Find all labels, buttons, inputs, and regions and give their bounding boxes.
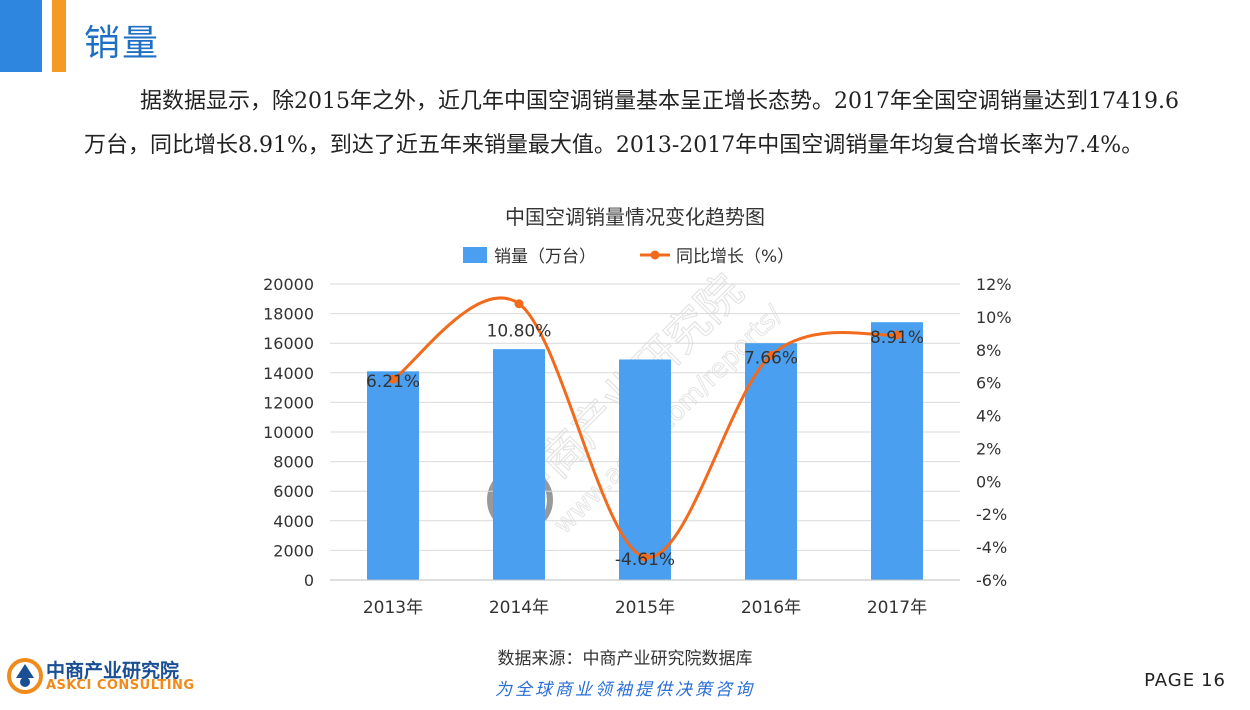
sales-chart: 中商产业研究院www.askci.com/reports/ 中国空调销量情况变化…: [263, 205, 1011, 618]
header-accent-orange: [52, 0, 66, 72]
y-left-tick-label: 12000: [263, 393, 314, 412]
x-tick-label: 2014年: [489, 598, 549, 618]
growth-point: [514, 299, 524, 309]
y-left-tick-label: 18000: [263, 305, 314, 324]
y-left-tick-label: 14000: [263, 364, 314, 383]
y-right-tick-label: 6%: [976, 374, 1001, 393]
y-right-tick-label: -4%: [976, 538, 1007, 557]
y-left-tick-label: 4000: [273, 512, 314, 531]
y-right-tick-label: -2%: [976, 505, 1007, 524]
growth-point: [892, 330, 902, 340]
chart-axes: 0 2000 4000 6000 8000 10000 12000 14000 16000 180…: [263, 275, 1011, 618]
y-right-tick-label: 0%: [976, 472, 1001, 491]
bar-series: [367, 322, 923, 580]
y-left-tick-label: 16000: [263, 334, 314, 353]
y-left-tick-label: 20000: [263, 275, 314, 294]
page-label: PAGE: [1144, 670, 1196, 691]
x-tick-label: 2017年: [867, 598, 927, 618]
growth-point: [640, 552, 650, 562]
growth-point: [388, 374, 398, 384]
y-right-tick-label: 2%: [976, 439, 1001, 458]
x-tick-label: 2013年: [363, 598, 423, 618]
page-number: PAGE 16: [1138, 670, 1226, 691]
legend-line-marker: [650, 250, 660, 260]
line-series: 6.21% 10.80% -4.61% 7.66% 8.91%: [366, 296, 924, 570]
chart-legend: 销量（万台） 同比增长（%）: [463, 247, 794, 267]
y-right-tick-label: -6%: [976, 571, 1007, 590]
bar: [493, 349, 545, 580]
y-left-tick-label: 0: [304, 571, 314, 590]
growth-point: [766, 350, 776, 360]
slogan: 为全球商业领袖提供决策咨询: [495, 680, 755, 700]
y-left-tick-label: 10000: [263, 423, 314, 442]
chart-title: 中国空调销量情况变化趋势图: [505, 205, 765, 229]
logo-text-en: ASKCI CONSULTING: [46, 678, 195, 693]
page-number-value: 16: [1201, 670, 1226, 691]
y-right-tick-label: 4%: [976, 407, 1001, 426]
y-left-tick-label: 6000: [273, 482, 314, 501]
growth-data-label: 8.91%: [870, 328, 924, 348]
y-right-tick-label: 12%: [976, 275, 1012, 294]
logo-mark-icon: [7, 658, 43, 694]
y-right-tick-label: 10%: [976, 308, 1012, 327]
x-tick-label: 2015年: [615, 598, 675, 618]
legend-bar-swatch: [463, 247, 487, 263]
data-source: 数据来源：中商产业研究院数据库: [497, 649, 753, 669]
growth-data-label: 10.80%: [487, 322, 552, 342]
legend-bar-label: 销量（万台）: [494, 247, 596, 267]
x-tick-label: 2016年: [741, 598, 801, 618]
legend-line-label: 同比增长（%）: [676, 247, 794, 267]
growth-data-label: -4.61%: [615, 550, 675, 570]
intro-paragraph: 据数据显示，除2015年之外，近几年中国空调销量基本呈正增长态势。2017年全国…: [84, 89, 1179, 158]
company-logo: 中商产业研究院 ASKCI CONSULTING: [6, 656, 206, 700]
y-left-tick-label: 8000: [273, 453, 314, 472]
page-title: 销量: [84, 23, 161, 64]
growth-data-label: 6.21%: [366, 372, 420, 392]
y-left-tick-label: 2000: [273, 541, 314, 560]
bar: [367, 371, 419, 580]
bar: [619, 359, 671, 580]
logo-text-cn: 中商产业研究院: [46, 660, 180, 682]
bar: [745, 343, 797, 580]
header-accent-blue: [0, 0, 42, 72]
growth-data-label: 7.66%: [744, 348, 798, 368]
y-right-tick-label: 8%: [976, 341, 1001, 360]
bar: [871, 322, 923, 580]
